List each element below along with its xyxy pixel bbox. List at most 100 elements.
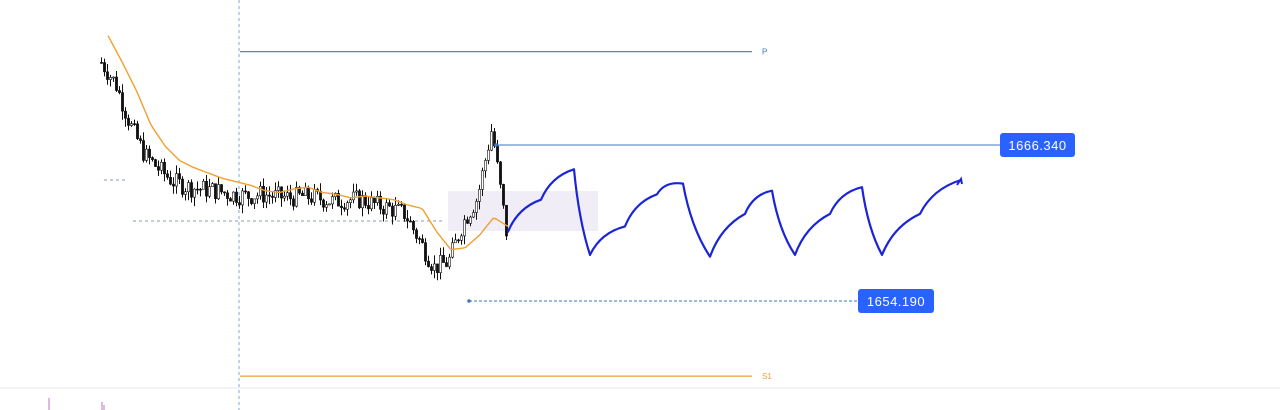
candle-body [295,187,298,207]
candle-body [193,188,196,198]
candle-body [424,242,427,262]
candle-body [418,238,421,240]
candle-body [499,161,502,185]
badge-layer: 1666.340 1654.190 [467,133,1075,313]
candle-body [211,183,214,187]
candle-body [421,238,424,243]
candle-body [415,229,418,239]
candle-body [136,123,139,139]
candle-body [340,205,343,208]
candle-body [178,173,181,180]
candle-body [349,199,352,203]
candle-body [181,178,184,195]
candle-body [313,189,316,203]
candle-body [436,263,439,273]
candle-body [127,117,130,126]
candle-body [322,199,325,208]
candle-body [445,262,448,267]
candle-body [190,182,193,198]
axis-layer [0,387,1280,410]
candle-body [355,190,358,193]
candle-body [112,76,115,79]
candle-body [148,148,151,158]
candle-body [460,235,463,241]
candle-body [385,202,388,215]
candle-body [217,184,220,200]
candle-body [490,131,493,151]
candle-body [139,138,142,141]
candle-body [481,170,484,190]
candle-body [346,202,349,210]
candle-body [244,190,247,193]
candle-body [373,197,376,203]
candle-body [220,184,223,193]
candle-body [259,186,262,197]
candle-body [184,191,187,195]
candle-body [475,201,478,213]
candle-body [166,173,169,178]
candle-body [358,190,361,209]
candle-body [469,216,472,224]
candle-body [175,173,178,187]
candle-body [394,205,397,217]
candle-body [403,204,406,219]
candle-body [205,180,208,197]
candle-body [457,239,460,242]
candle-layer [100,57,508,281]
candle-body [463,219,466,237]
candle-body [376,195,379,203]
candle-body [391,205,394,217]
candle-body [256,195,259,200]
candle-body [241,190,244,206]
candle-body [388,202,391,207]
candle-body [121,92,124,112]
candle-body [364,195,367,206]
candle-body [448,256,451,267]
candle-body [208,186,211,197]
projection-arrow-tip [956,176,963,186]
candle-body [235,191,238,203]
candle-body [493,131,496,147]
candle-body [283,195,286,199]
candle-body [124,110,127,119]
candle-body [337,192,340,207]
candle-body [271,195,274,198]
candle-body [496,145,499,163]
candle-body [250,198,253,204]
candle-body [229,198,232,202]
candle-body [160,161,163,171]
candle-body [142,140,145,161]
candle-body [253,198,256,204]
candle-body [328,203,331,206]
candle-body [430,266,433,271]
candle-body [454,239,457,244]
candle-body [487,149,490,161]
candle-body [502,184,505,206]
candle-body [274,190,277,198]
low-price-label: 1654.190 [867,294,925,309]
ma-layer [107,35,509,251]
candle-body [406,218,409,222]
candle-body [427,260,430,267]
candle-body [115,76,118,91]
candle-body [277,186,280,191]
candle-body [100,62,103,64]
candle-body [202,180,205,190]
candle-body [103,62,106,73]
candle-body [379,195,382,210]
candle-body [172,183,175,187]
s1-level-label: S1 [762,372,772,381]
candle-body [268,194,271,197]
candle-body [325,204,328,208]
candle-body [304,186,307,197]
high-price-badge [1000,133,1075,157]
candle-body [232,191,235,202]
candle-body [310,198,313,203]
drawing-layer [506,168,963,258]
candle-body [157,166,160,171]
candle-body [352,191,355,201]
candle-body [505,204,508,237]
candle-body [223,191,226,194]
candle-body [226,192,229,199]
